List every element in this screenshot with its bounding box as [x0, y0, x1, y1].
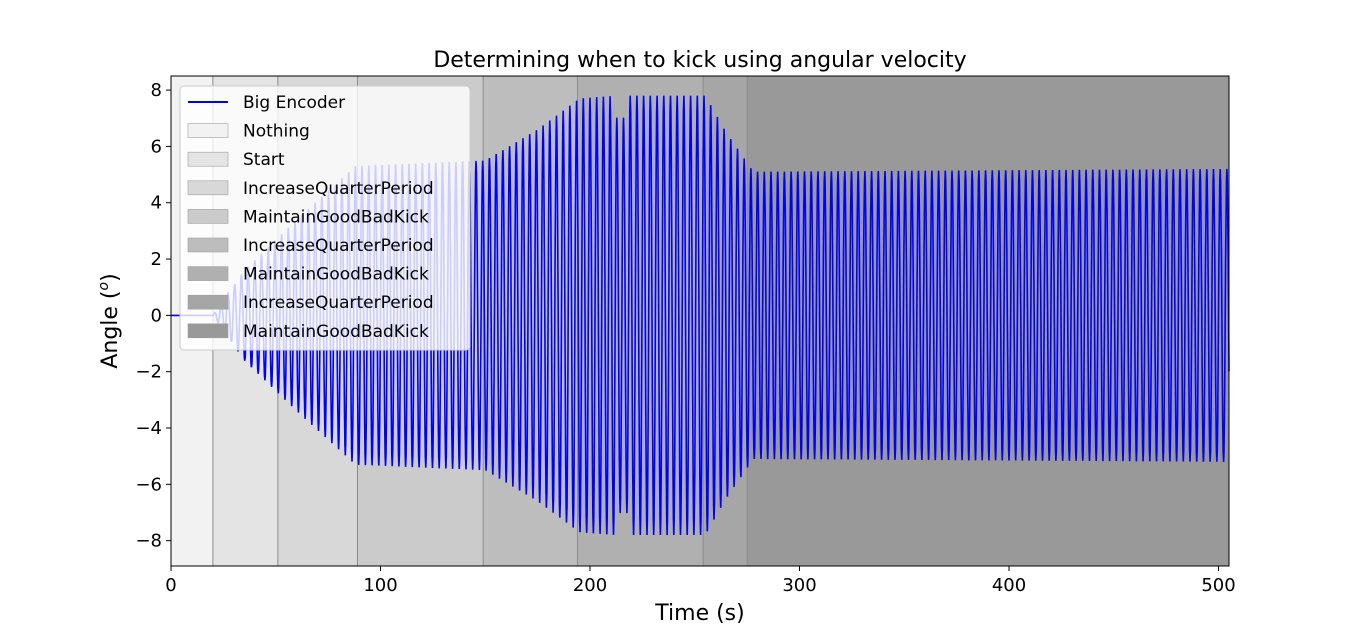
y-tick-label: 4: [151, 193, 162, 214]
legend-swatch-patch: [187, 294, 229, 310]
legend-swatch-patch: [187, 237, 229, 253]
legend-swatch-patch: [187, 209, 229, 224]
y-tick-label: −6: [135, 474, 162, 495]
legend-swatch-patch: [187, 266, 229, 281]
legend-label: MaintainGoodBadKick: [243, 322, 429, 342]
y-tick-label: −4: [135, 418, 162, 439]
y-tick-label: 6: [151, 136, 162, 157]
legend-box: [179, 85, 471, 351]
y-axis-label-superscript: o: [96, 282, 112, 291]
chart-title: Determining when to kick using angular v…: [433, 48, 966, 73]
x-axis-label: Time (s): [654, 601, 744, 626]
y-tick-label: 8: [151, 80, 162, 101]
legend-label: Big Encoder: [243, 93, 345, 113]
legend-swatch-patch: [187, 180, 229, 196]
y-tick-label: −8: [135, 531, 162, 552]
x-tick-label: 300: [782, 575, 816, 596]
legend-swatch-patch: [187, 323, 229, 339]
x-axis-ticks: 0 100 200 300 400 500: [165, 566, 1236, 596]
y-axis-label-end: ): [98, 273, 123, 282]
legend-swatch-patch: [187, 123, 229, 138]
x-tick-label: 500: [1201, 575, 1235, 596]
legend-label: IncreaseQuarterPeriod: [243, 293, 434, 313]
legend-label: MaintainGoodBadKick: [243, 265, 429, 285]
legend-label: MaintainGoodBadKick: [243, 207, 429, 227]
x-tick-label: 400: [992, 575, 1026, 596]
x-tick-label: 200: [573, 575, 607, 596]
y-axis-label: Angle (o): [96, 273, 123, 368]
legend-label: Nothing: [243, 122, 310, 142]
y-tick-label: 0: [151, 305, 162, 326]
y-tick-label: 2: [151, 249, 162, 270]
legend-label: IncreaseQuarterPeriod: [243, 179, 434, 199]
y-tick-label: −2: [135, 362, 162, 383]
x-tick-label: 100: [363, 575, 397, 596]
legend: Big Encoder Nothing Start IncreaseQuarterPe…: [179, 85, 471, 351]
legend-label: IncreaseQuarterPeriod: [243, 236, 434, 256]
legend-swatch-patch: [187, 151, 229, 167]
y-axis-label-main: Angle (: [98, 290, 123, 368]
plot-frame: [170, 75, 1230, 567]
legend-label: Start: [243, 150, 285, 170]
y-axis-ticks: −8 −6 −4 −2 0 2 4 6 8: [135, 80, 171, 552]
x-tick-label: 0: [165, 575, 176, 596]
